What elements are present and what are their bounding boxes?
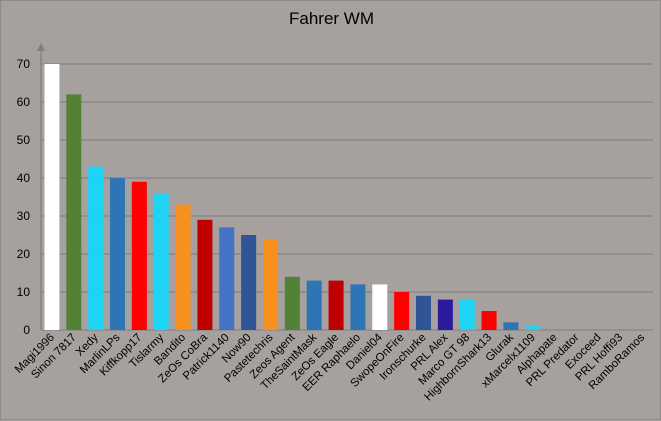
bar	[131, 181, 147, 330]
bar	[416, 295, 431, 330]
bar	[110, 178, 125, 330]
y-tick-label: 50	[17, 133, 31, 147]
bar	[525, 326, 541, 330]
bar	[219, 227, 235, 330]
bar	[503, 322, 519, 330]
y-tick-label: 60	[17, 95, 31, 109]
y-tick-label: 10	[17, 285, 31, 299]
bar	[88, 166, 104, 330]
bar	[263, 238, 278, 330]
y-tick-label: 40	[17, 171, 31, 185]
bar	[66, 94, 82, 331]
bar	[328, 280, 344, 330]
y-tick-label: 70	[17, 57, 31, 71]
bar	[153, 193, 169, 330]
bar	[44, 64, 60, 330]
y-axis-arrow	[37, 43, 45, 51]
bar	[394, 292, 410, 330]
bar	[481, 311, 497, 330]
bar	[372, 284, 388, 330]
y-tick-label: 20	[17, 247, 31, 261]
bar	[437, 299, 453, 330]
bar	[175, 204, 191, 330]
bar	[306, 280, 322, 330]
y-tick-label: 30	[17, 209, 31, 223]
bar	[284, 276, 300, 330]
bar	[350, 284, 366, 330]
bar	[241, 235, 257, 330]
chart-title: Fahrer WM	[289, 9, 374, 28]
bar	[197, 219, 213, 330]
bar	[459, 299, 475, 330]
y-tick-label: 0	[23, 323, 30, 337]
